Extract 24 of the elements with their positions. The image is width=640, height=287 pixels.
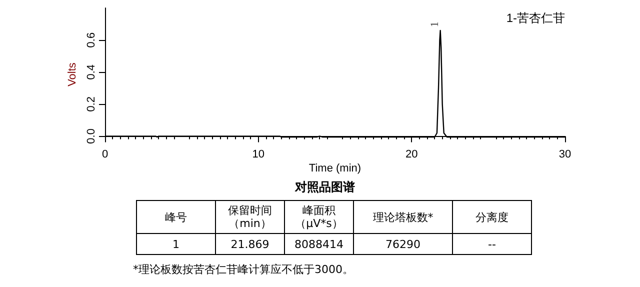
text: *理论板数按苦杏仁苷峰计算应不低于3000。 [133,262,354,277]
text: 8088414 [284,234,354,254]
y-tick-label: 0.0 [86,128,98,144]
x-tick-label: 20 [406,148,418,160]
annotation: 1-苦杏仁苷 [506,11,565,25]
annotation: 1 [428,22,441,28]
text: 保留时间（min） [216,200,284,234]
text: 峰面积（μV*s） [284,200,354,234]
text: 21.869 [216,234,284,254]
text: 1 [136,234,216,254]
x-axis-title: Time (min) [308,162,362,174]
y-tick-label: 0.4 [86,64,98,80]
y-axis-title: Volts [66,62,79,86]
x-tick-label: 10 [252,148,264,160]
text: 峰号 [136,200,216,234]
x-tick-label: 0 [102,148,108,160]
text: 分离度 [452,200,532,234]
text: 对照品图谱 [294,180,355,194]
x-tick-label: 30 [558,148,572,160]
y-tick-label: 0.2 [86,96,98,112]
text: 理论塔板数* [354,200,452,234]
y-tick-label: 0.6 [86,32,98,48]
text: 76290 [354,234,452,254]
text: -- [452,234,532,254]
